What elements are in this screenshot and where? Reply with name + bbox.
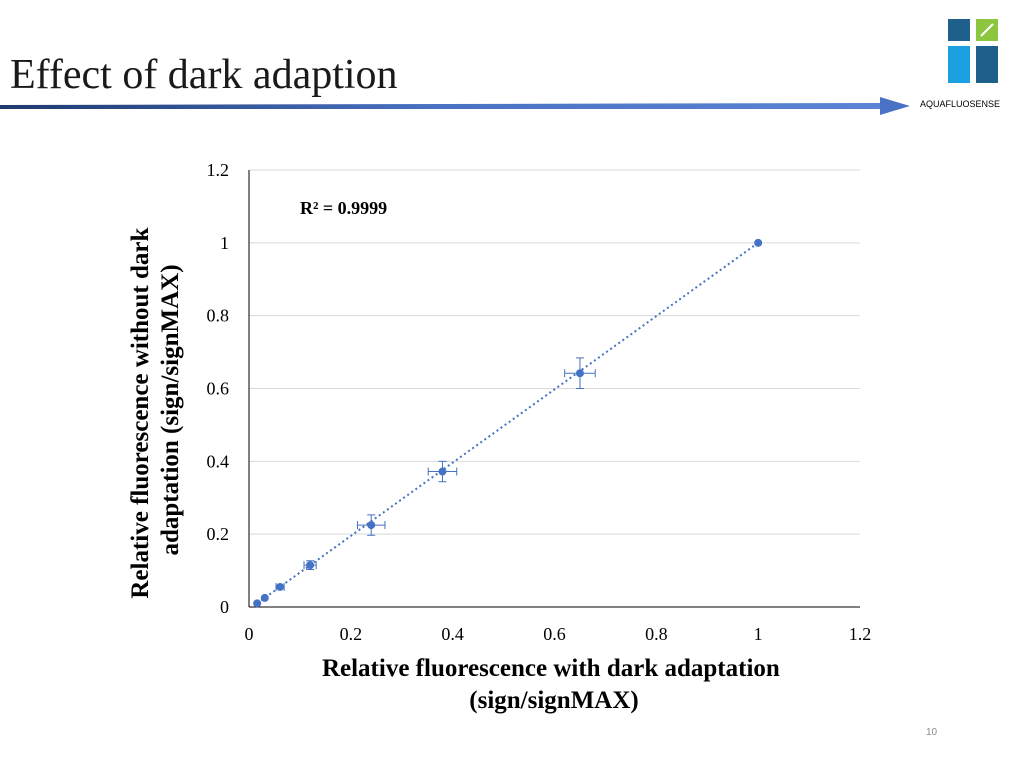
x-tick-label: 0.4 (441, 624, 464, 644)
logo-block-top-left (948, 19, 970, 41)
x-axis-label-line-1: Relative fluorescence with dark adaptati… (322, 655, 780, 682)
logo-block-bottom-right (976, 46, 998, 83)
data-point-4 (367, 521, 376, 530)
slide-title: Effect of dark adaption (10, 52, 398, 98)
logo (948, 19, 998, 83)
data-point-0 (253, 599, 262, 608)
arrow-shaft (0, 103, 882, 109)
x-axis-label-line-2: (sign/signMAX) (469, 687, 638, 714)
data-point-7 (754, 238, 763, 247)
y-tick-label: 1 (220, 233, 229, 253)
data-point-2 (276, 582, 285, 591)
data-point-1 (260, 593, 269, 602)
header-arrow (0, 97, 910, 115)
x-tick-label: 0.8 (645, 624, 668, 644)
x-tick-label: 1.2 (849, 624, 872, 644)
y-tick-label: 0.6 (207, 379, 230, 399)
r-squared-annotation: R² = 0.9999 (300, 198, 387, 218)
slide-number: 10 (926, 727, 938, 738)
x-tick-label: 0.2 (340, 624, 363, 644)
y-tick-label: 0 (220, 597, 229, 617)
y-axis-label: Relative fluorescence without dark adapt… (127, 221, 184, 598)
data-point-6 (575, 369, 584, 378)
y-tick-label: 0.8 (207, 306, 230, 326)
data-point-3 (306, 561, 315, 570)
y-tick-label: 1.2 (207, 160, 230, 180)
trendline (256, 242, 759, 605)
x-tick-label: 0.6 (543, 624, 566, 644)
y-axis-label-line-2: adaptation (sign/signMAX) (157, 264, 184, 555)
x-tick-label: 0 (245, 624, 254, 644)
x-tick-label: 1 (754, 624, 763, 644)
y-tick-label: 0.2 (207, 524, 230, 544)
data-point-5 (438, 467, 447, 476)
logo-block-bottom-left (948, 46, 970, 83)
x-axis-label: Relative fluorescence with dark adaptati… (322, 655, 786, 714)
y-tick-label: 0.4 (207, 451, 230, 471)
y-axis-label-line-1: Relative fluorescence without dark (127, 228, 154, 599)
leaf-icon (980, 23, 994, 37)
arrow-head (880, 97, 910, 115)
brand-name: AQUAFLUOSENSE (920, 99, 1001, 109)
